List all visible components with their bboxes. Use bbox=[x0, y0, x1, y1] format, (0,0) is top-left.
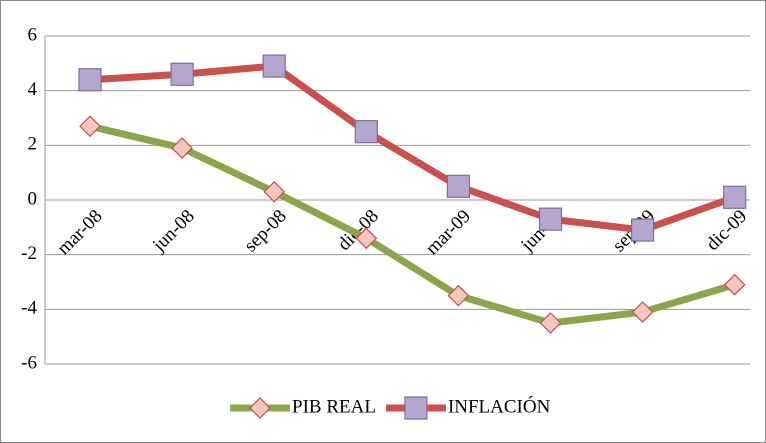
marker bbox=[171, 137, 193, 159]
y-tick-label: 6 bbox=[28, 24, 38, 45]
marker bbox=[631, 301, 654, 323]
y-tick-label: 4 bbox=[28, 79, 38, 100]
series-line bbox=[89, 122, 736, 327]
marker bbox=[79, 115, 101, 138]
marker bbox=[446, 174, 470, 198]
y-tick-label: -6 bbox=[21, 352, 37, 373]
marker bbox=[630, 218, 655, 242]
marker bbox=[170, 62, 194, 86]
y-tick-label: 0 bbox=[28, 188, 38, 209]
marker bbox=[249, 397, 271, 419]
legend-label: INFLACIÓN bbox=[448, 395, 551, 417]
legend-label: PIB REAL bbox=[292, 396, 376, 417]
marker bbox=[538, 207, 563, 231]
marker bbox=[723, 273, 746, 296]
marker bbox=[404, 396, 428, 420]
marker bbox=[355, 227, 378, 250]
marker bbox=[78, 68, 102, 92]
y-tick-label: -2 bbox=[21, 243, 37, 264]
marker bbox=[262, 54, 286, 78]
marker bbox=[354, 120, 378, 144]
series-line bbox=[89, 62, 736, 234]
marker bbox=[263, 180, 286, 203]
marker bbox=[447, 284, 470, 307]
marker bbox=[723, 185, 747, 209]
y-tick-label: -4 bbox=[21, 298, 37, 319]
marker bbox=[539, 312, 562, 334]
y-tick-label: 2 bbox=[28, 134, 38, 155]
